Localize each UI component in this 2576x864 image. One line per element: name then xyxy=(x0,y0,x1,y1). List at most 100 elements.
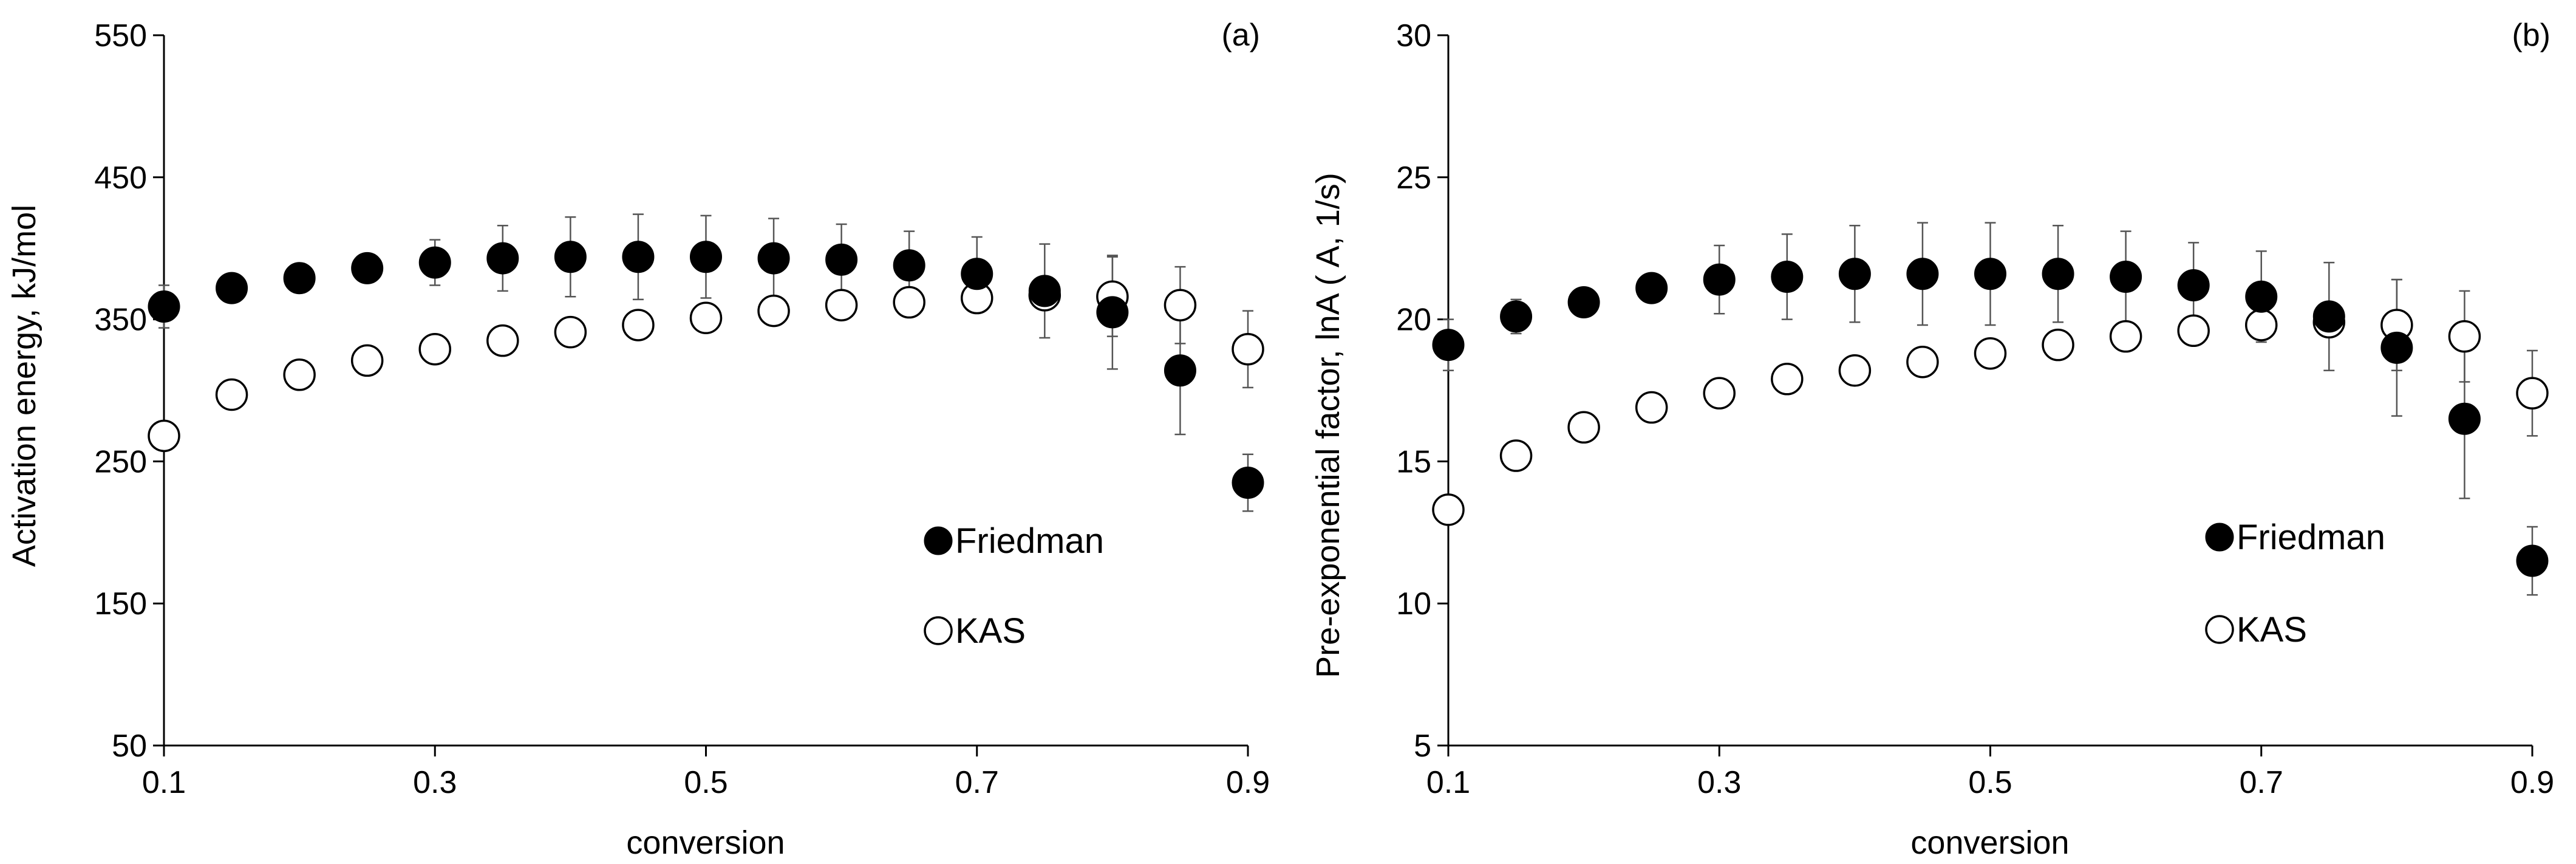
a-kas-point xyxy=(1164,289,1197,321)
panel-a-activation-energy: (a) Activation energy, kJ/mol conversion… xyxy=(6,18,1270,861)
b-friedman-point xyxy=(2516,544,2549,577)
a-y-tick-label: 250 xyxy=(94,444,147,479)
a-friedman-point xyxy=(148,290,180,323)
b-friedman-point xyxy=(2110,260,2142,293)
a-kas-point xyxy=(893,286,925,319)
b-friedman-point xyxy=(2380,331,2413,364)
a-friedman-point xyxy=(893,249,925,282)
a-friedman-point xyxy=(690,241,722,273)
a-friedman-point xyxy=(1028,275,1061,307)
a-friedman-point xyxy=(757,242,790,275)
b-friedman-point xyxy=(1500,300,1533,333)
a-friedman-point xyxy=(622,241,655,273)
b-friedman-point xyxy=(1567,286,1600,319)
a-friedman-point xyxy=(1096,296,1129,329)
a-friedman-point xyxy=(1232,466,1264,499)
panel-a-label: (a) xyxy=(1221,18,1260,53)
b-y-tick-label: 15 xyxy=(1396,444,1431,479)
a-legend-kas-label: KAS xyxy=(955,611,1026,651)
b-friedman-point xyxy=(1703,263,1736,296)
a-friedman-point xyxy=(554,241,587,273)
b-kas-point xyxy=(1499,439,1533,472)
b-friedman-point xyxy=(1432,329,1465,362)
b-y-tick-label: 20 xyxy=(1396,303,1431,338)
a-kas-point xyxy=(689,301,723,335)
b-kas-point xyxy=(1635,391,1668,424)
b-kas-point xyxy=(1838,354,1872,387)
b-friedman-point xyxy=(2448,402,2481,435)
a-friedman-point xyxy=(351,252,384,284)
a-y-tick-label: 150 xyxy=(94,586,147,622)
a-y-tick-label: 50 xyxy=(112,729,147,764)
b-kas-point xyxy=(2245,309,2278,341)
a-y-tick-label: 450 xyxy=(94,160,147,196)
b-y-tick-label: 5 xyxy=(1414,729,1431,764)
b-kas-point xyxy=(1567,411,1600,444)
b-x-tick-label: 0.3 xyxy=(1697,765,1741,800)
a-legend-friedman-label: Friedman xyxy=(955,521,1104,561)
panel-a-x-axis-title: conversion xyxy=(626,825,785,861)
b-x-tick-label: 0.1 xyxy=(1426,765,1470,800)
a-friedman-point xyxy=(283,262,316,295)
b-kas-point xyxy=(2042,328,2074,362)
b-kas-point xyxy=(1906,345,1939,379)
a-legend-friedman-marker xyxy=(924,526,953,555)
b-friedman-point xyxy=(1974,258,2006,290)
b-legend-kas-marker xyxy=(2205,615,2234,644)
b-kas-point xyxy=(1771,363,1804,396)
b-x-tick-label: 0.5 xyxy=(1968,765,2012,800)
a-legend-kas-marker xyxy=(924,616,953,645)
a-kas-point xyxy=(1232,332,1264,366)
b-x-tick-label: 0.9 xyxy=(2510,765,2554,800)
panel-b-x-axis-title: conversion xyxy=(1910,825,2069,861)
b-kas-point xyxy=(2177,314,2210,348)
a-x-tick-label: 0.9 xyxy=(1226,765,1270,800)
b-x-tick-label: 0.7 xyxy=(2240,765,2283,800)
b-kas-point xyxy=(2109,320,2142,353)
a-friedman-point xyxy=(486,242,519,275)
b-friedman-point xyxy=(1771,260,1804,293)
a-kas-point xyxy=(350,344,384,377)
b-friedman-point xyxy=(2177,269,2210,301)
a-y-tick-label: 550 xyxy=(94,18,147,53)
a-x-tick-label: 0.3 xyxy=(413,765,457,800)
b-friedman-point xyxy=(1838,258,1871,290)
a-kas-point xyxy=(486,324,519,357)
b-friedman-point xyxy=(2042,258,2074,290)
a-kas-point xyxy=(215,378,248,411)
a-kas-point xyxy=(418,332,451,366)
b-y-tick-label: 10 xyxy=(1396,586,1431,622)
panel-b-y-axis-title: Pre-exponential factor, lnA ( A, 1/s) xyxy=(1310,173,1346,677)
b-kas-point xyxy=(1432,493,1465,526)
panel-b-label: (b) xyxy=(2512,18,2550,53)
b-kas-point xyxy=(2448,320,2481,353)
b-friedman-point xyxy=(2312,300,2345,333)
b-legend-friedman-marker xyxy=(2205,523,2234,552)
a-friedman-point xyxy=(216,272,248,304)
b-kas-point xyxy=(2516,377,2549,410)
panel-b-pre-exponential-factor: (b) Pre-exponential factor, lnA ( A, 1/s… xyxy=(1310,18,2554,861)
a-friedman-point xyxy=(961,258,993,290)
b-friedman-point xyxy=(2245,280,2278,313)
a-x-tick-label: 0.5 xyxy=(684,765,727,800)
b-friedman-point xyxy=(1635,272,1668,304)
a-kas-point xyxy=(283,358,316,391)
b-kas-point xyxy=(1703,377,1736,410)
a-kas-point xyxy=(825,289,858,321)
a-y-tick-label: 350 xyxy=(94,303,147,338)
a-kas-point xyxy=(757,294,790,327)
a-friedman-point xyxy=(1164,354,1196,387)
b-y-tick-label: 25 xyxy=(1396,160,1431,196)
a-friedman-point xyxy=(825,243,858,276)
b-y-tick-label: 30 xyxy=(1396,18,1431,53)
b-friedman-point xyxy=(1906,258,1939,290)
a-kas-point xyxy=(554,315,587,349)
a-x-tick-label: 0.1 xyxy=(142,765,186,800)
a-x-tick-label: 0.7 xyxy=(955,765,999,800)
a-friedman-point xyxy=(418,246,451,279)
b-kas-point xyxy=(1974,337,2007,370)
a-kas-point xyxy=(622,309,655,341)
b-legend-friedman-label: Friedman xyxy=(2237,518,2385,557)
a-kas-point xyxy=(148,419,180,453)
